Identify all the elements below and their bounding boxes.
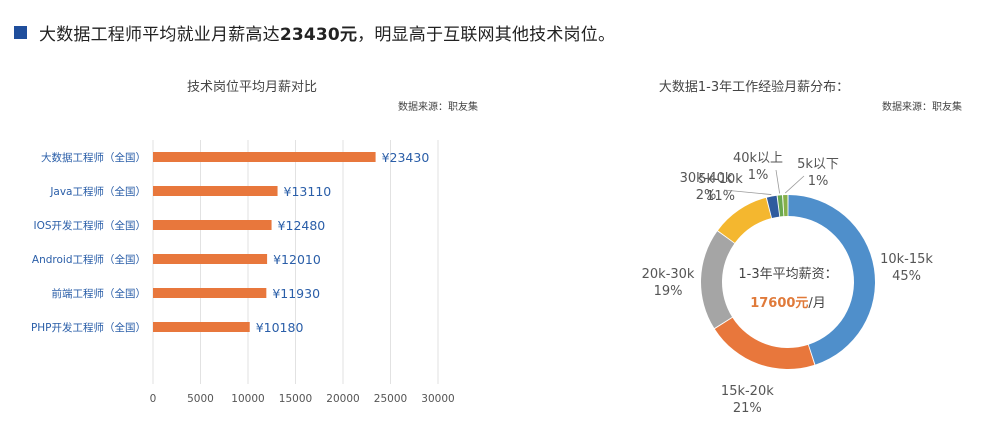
donut-chart-title: 大数据1-3年工作经验月薪分布： xyxy=(659,79,849,95)
bar-category-label: Java工程师（全国） xyxy=(49,185,146,198)
donut-slice-percent: 45% xyxy=(892,269,921,284)
donut-slice xyxy=(783,195,788,217)
bar-x-tick-label: 5000 xyxy=(187,393,214,405)
donut-center-unit: /月 xyxy=(808,296,825,311)
bar-marks: 大数据工程师（全国） ¥23430 Java工程师（全国） ¥13110 IOS开发工程… xyxy=(31,150,429,335)
bar-category-label: Android工程师（全国） xyxy=(32,253,146,266)
donut-slice xyxy=(777,195,784,217)
bar-value-label: ¥12010 xyxy=(273,252,321,267)
donut-slice-label: 5k-10k xyxy=(698,172,743,187)
donut-slice-percent: 19% xyxy=(654,284,683,299)
bar-x-tick-label: 0 xyxy=(150,393,157,405)
headline-prefix: 大数据工程师平均就业月薪高达 xyxy=(39,24,280,45)
headline-suffix: ，明显高于互联网其他技术岗位。 xyxy=(357,24,616,45)
donut-slice-percent: 2% xyxy=(696,188,717,203)
donut-slice-label: 5k以下 xyxy=(797,157,839,172)
donut-slice-percent: 21% xyxy=(733,401,762,416)
donut-leader-line xyxy=(784,175,805,194)
donut-slice-label: 20k-30k xyxy=(642,267,695,282)
bar xyxy=(153,186,278,196)
donut-slice-percent: 1% xyxy=(808,174,829,189)
bar-chart-source: 数据来源：职友集 xyxy=(398,100,478,113)
donut-slice-label: 15k-20k xyxy=(721,384,774,399)
bar-x-ticks: 0 5000 10000 15000 20000 25000 30000 xyxy=(150,393,455,405)
headline-text: 大数据工程师平均就业月薪高达23430元，明显高于互联网其他技术岗位。 xyxy=(39,20,615,45)
donut-slice-label: 10k-15k xyxy=(880,252,933,267)
bar-x-tick-label: 10000 xyxy=(231,393,264,405)
bar-x-tick-label: 25000 xyxy=(374,393,407,405)
bar-value-label: ¥12480 xyxy=(278,218,326,233)
donut-center-label: 1-3年平均薪资： xyxy=(738,267,837,282)
donut-center-value: 17600元 xyxy=(750,296,808,311)
bar xyxy=(153,322,250,332)
headline-square-icon xyxy=(14,25,27,39)
donut-labels: 10k-15k 45% 15k-20k 21% 20k-30k 19% 5k-10k 11% 3… xyxy=(642,151,934,416)
bar xyxy=(153,220,272,230)
donut-chart-source: 数据来源：职友集 xyxy=(882,100,962,113)
bar xyxy=(153,152,376,162)
bar-value-label: ¥23430 xyxy=(382,150,430,165)
bar-category-label: 大数据工程师（全国） xyxy=(41,151,146,164)
bar-x-tick-label: 20000 xyxy=(326,393,359,405)
donut-center-value-line: 17600元/月 xyxy=(750,296,826,311)
donut-leader-line xyxy=(723,189,772,195)
headline: 大数据工程师平均就业月薪高达23430元，明显高于互联网其他技术岗位。 xyxy=(14,18,615,46)
bar-x-tick-label: 15000 xyxy=(279,393,312,405)
bar-grid xyxy=(152,140,439,384)
donut-slice-label: 30k-40k xyxy=(680,171,733,186)
bar-category-label: 前端工程师（全国） xyxy=(52,287,147,300)
bar-category-label: IOS开发工程师（全国） xyxy=(33,219,146,232)
donut-slice-label: 40k以上 xyxy=(733,151,783,166)
bar-chart-title: 技术岗位平均月薪对比 xyxy=(187,80,317,95)
bar-category-label: PHP开发工程师（全国） xyxy=(31,321,146,334)
bar-x-tick-label: 30000 xyxy=(421,393,454,405)
donut-slice-percent: 11% xyxy=(706,189,735,204)
bar xyxy=(153,288,267,298)
bar-value-label: ¥13110 xyxy=(284,184,332,199)
donut-slice xyxy=(714,317,815,369)
bar-value-label: ¥11930 xyxy=(272,286,320,301)
bar xyxy=(153,254,268,264)
donut-slice-percent: 1% xyxy=(748,168,769,183)
headline-emphasis: 23430元 xyxy=(279,24,358,45)
donut-slice xyxy=(701,231,735,329)
donut-marks xyxy=(701,195,875,369)
donut-leader-line xyxy=(775,169,781,194)
donut-slice xyxy=(788,195,875,365)
donut-slice xyxy=(766,195,780,218)
donut-slice xyxy=(717,197,772,243)
bar-value-label: ¥10180 xyxy=(256,320,304,335)
